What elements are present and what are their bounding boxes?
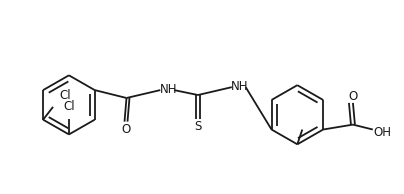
Text: S: S	[194, 120, 202, 133]
Text: OH: OH	[374, 126, 392, 139]
Text: O: O	[348, 89, 358, 102]
Text: NH: NH	[231, 80, 248, 93]
Text: Cl: Cl	[63, 100, 75, 113]
Text: Cl: Cl	[59, 89, 71, 102]
Text: NH: NH	[160, 83, 177, 96]
Text: O: O	[121, 123, 130, 136]
